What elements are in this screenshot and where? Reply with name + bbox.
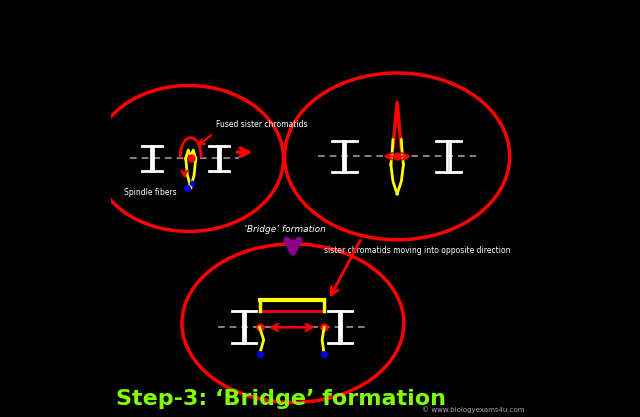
Text: Fused sister chromatids: Fused sister chromatids (216, 120, 307, 129)
Text: Spindle fibers: Spindle fibers (124, 188, 177, 197)
Text: ‘Bridge’ formation: ‘Bridge’ formation (244, 224, 326, 234)
Text: © www.biologyexams4u.com: © www.biologyexams4u.com (422, 406, 524, 413)
Text: sister chromatids moving into opposite direction: sister chromatids moving into opposite d… (324, 246, 511, 255)
Text: Step-3: ‘Bridge’ formation: Step-3: ‘Bridge’ formation (116, 389, 445, 409)
